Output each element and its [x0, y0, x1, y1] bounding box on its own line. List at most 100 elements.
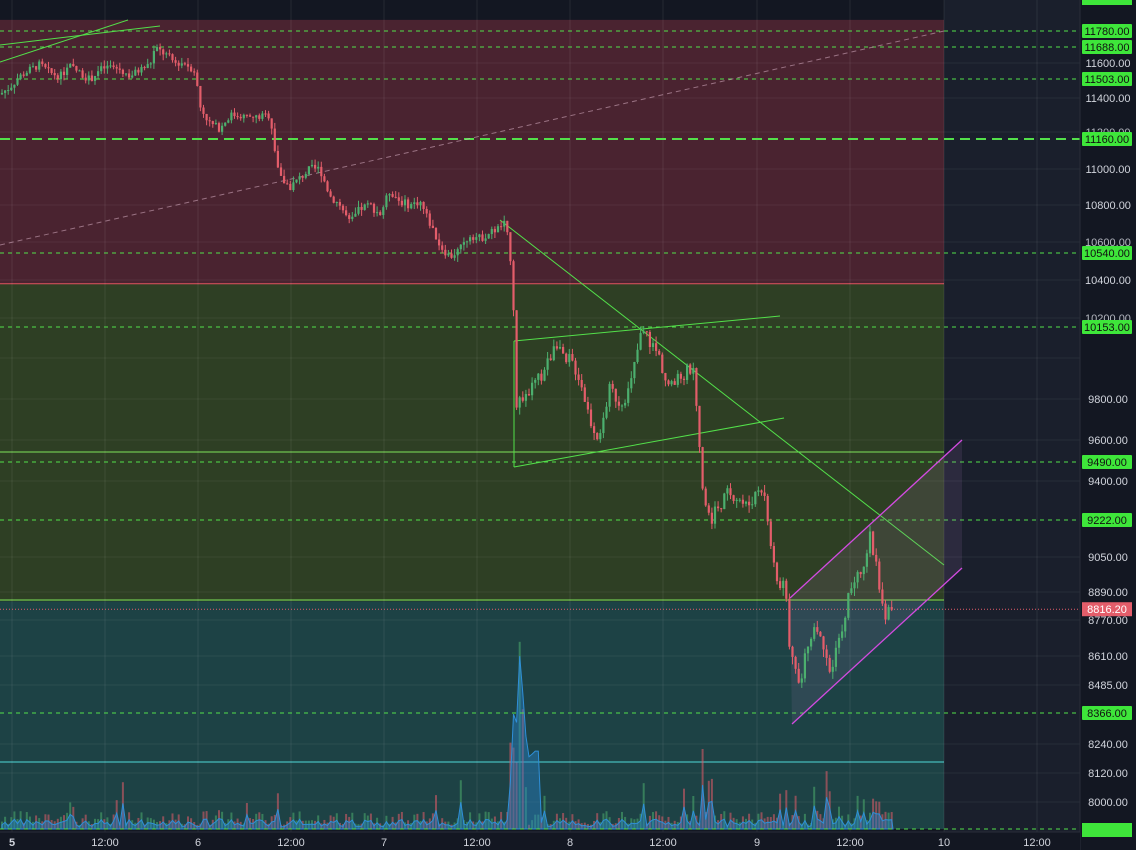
volume-bar — [332, 816, 335, 829]
candle-body — [403, 199, 407, 206]
candle-body — [506, 220, 509, 233]
candle-body — [183, 63, 186, 65]
candle-body — [338, 202, 341, 206]
candle-body — [307, 166, 310, 175]
candle-body — [376, 212, 379, 214]
candle-body — [171, 54, 174, 61]
volume-bar — [884, 811, 887, 829]
volume-bar — [534, 814, 537, 829]
volume-bar — [621, 811, 623, 829]
volume-bars — [1, 641, 894, 830]
candle-body — [462, 242, 465, 245]
candle-body — [862, 566, 865, 575]
volume-bar — [834, 817, 837, 829]
candle-body — [797, 668, 800, 683]
volume-bar — [872, 798, 875, 829]
volume-bar — [512, 747, 515, 829]
candle-body — [103, 66, 106, 69]
volume-bar — [831, 819, 834, 829]
candle-body — [28, 66, 31, 73]
candle-body — [481, 234, 484, 241]
trend-drawings[interactable] — [0, 19, 963, 725]
candle-body — [531, 382, 534, 396]
candle-body — [100, 66, 103, 72]
level-label: 8366.00 — [1087, 708, 1127, 720]
candle-body — [887, 607, 890, 620]
volume-bar — [748, 813, 751, 829]
horizontal-levels[interactable] — [0, 30, 1080, 830]
candle-body — [878, 561, 881, 590]
volume-bar — [47, 814, 50, 829]
candle-body — [816, 627, 819, 632]
zone-band — [0, 19, 944, 284]
candle-body — [159, 47, 162, 50]
candle-body — [391, 194, 394, 197]
candle-body — [537, 373, 540, 380]
candle-body — [751, 504, 754, 506]
candle-body — [772, 546, 775, 563]
candle-body — [661, 354, 664, 374]
candle-body — [487, 234, 490, 239]
candle-body — [847, 593, 850, 618]
candle-body — [69, 63, 72, 68]
volume-bar — [875, 801, 878, 829]
candle-body — [868, 531, 872, 554]
candle-body — [831, 666, 834, 672]
volume-bar — [149, 818, 152, 829]
candle-body — [270, 118, 273, 129]
level-label: 11503.00 — [1084, 74, 1129, 86]
volume-bar — [63, 815, 65, 829]
candle-body — [360, 206, 363, 210]
candle-body — [627, 388, 630, 403]
candle-body — [704, 488, 707, 506]
candle-body — [614, 388, 617, 402]
candle-body — [633, 361, 636, 379]
candle-body — [881, 589, 884, 604]
candle-body — [782, 580, 785, 589]
candle-body — [174, 60, 177, 63]
candle-body — [645, 331, 648, 333]
y-tick-label: 8890.00 — [1088, 587, 1128, 599]
descending-trend-line — [499, 219, 945, 566]
volume-bar — [704, 811, 707, 829]
candle-body — [825, 649, 828, 658]
level-label-box — [1082, 24, 1132, 38]
candle-body — [19, 74, 22, 80]
candle-body — [850, 588, 853, 594]
volume-bar — [524, 787, 527, 829]
candle-body — [162, 49, 165, 55]
candle-body — [670, 381, 673, 385]
volume-bar — [652, 812, 654, 829]
candle-body — [856, 572, 859, 583]
volume-bar — [766, 816, 769, 829]
candle-body — [56, 75, 59, 80]
candle-body — [50, 68, 53, 74]
candle-body — [819, 631, 822, 637]
candle-body — [87, 75, 90, 81]
volume-bar — [633, 819, 636, 829]
volume-bar — [487, 812, 490, 829]
y-tick-label: 9600.00 — [1088, 435, 1128, 447]
rising-channel-lower — [791, 567, 963, 725]
candle-body — [13, 84, 16, 88]
candle-body — [295, 179, 298, 183]
volume-bar — [782, 822, 785, 829]
candle-body — [512, 261, 515, 311]
candle-body — [379, 212, 382, 216]
candle-body — [31, 66, 35, 68]
y-tick-label: 11000.00 — [1085, 164, 1130, 176]
candle-body — [568, 354, 571, 363]
candle-body — [735, 499, 738, 501]
candle-body — [748, 501, 751, 506]
trend-line — [0, 25, 161, 46]
y-tick-label: 8485.00 — [1088, 680, 1128, 692]
candle-body — [214, 123, 217, 125]
candle-body — [292, 182, 295, 191]
candle-body — [562, 347, 565, 354]
candle-body — [527, 394, 531, 396]
candle-body — [686, 364, 689, 380]
candle-body — [115, 67, 118, 69]
candle-body — [465, 241, 469, 243]
